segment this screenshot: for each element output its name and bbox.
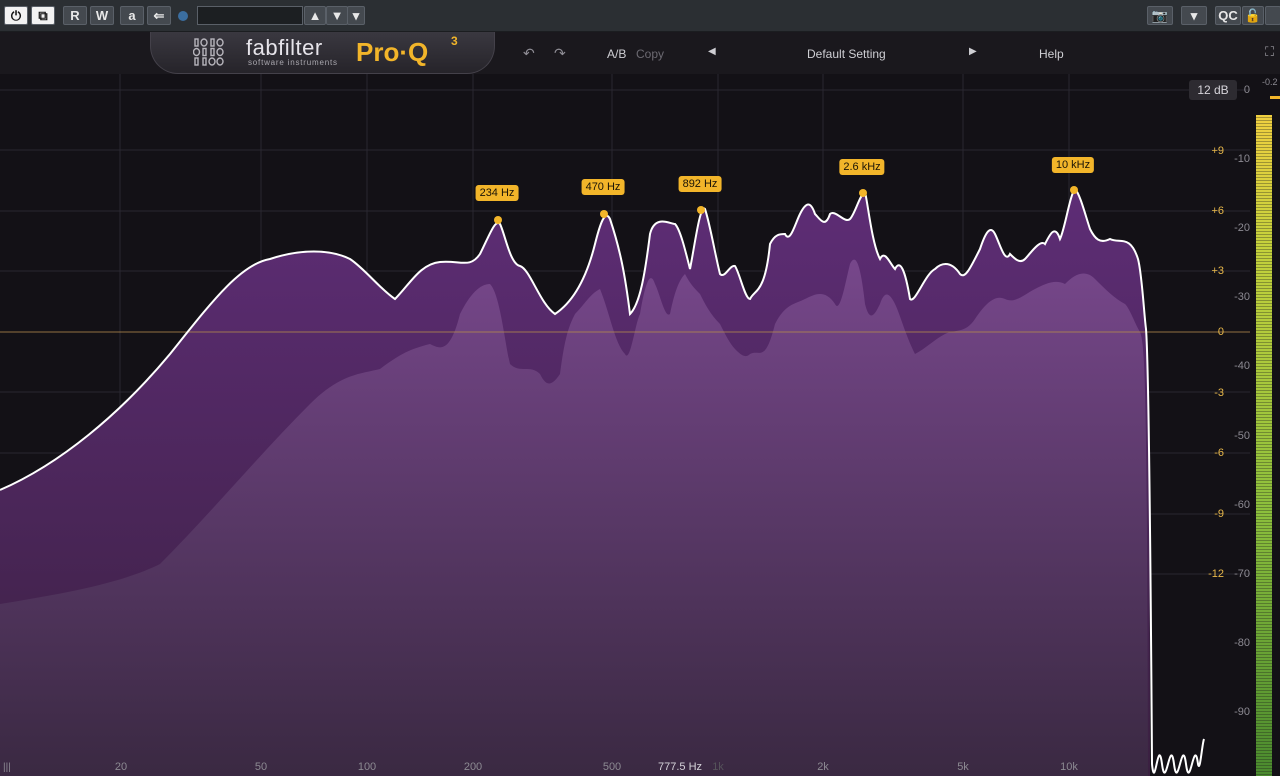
db-scale-label: 0 (1243, 84, 1250, 96)
preset-down-icon[interactable]: ▼ (326, 6, 348, 25)
brand-name: fabfilter (246, 35, 323, 60)
eq-nodes[interactable] (494, 186, 1078, 224)
meter-peak-marker (1270, 96, 1280, 99)
gain-scale-label: -3 (1214, 387, 1224, 399)
host-menu-button[interactable]: ▾ (1181, 6, 1207, 25)
spectrum-analyzer-fill (0, 259, 1148, 776)
fullscreen-icon[interactable]: ⛶ (1265, 44, 1275, 59)
qc-button[interactable]: QC (1215, 6, 1241, 25)
db-scale-label: -80 (1234, 637, 1250, 649)
ab-button[interactable]: A/B (607, 47, 627, 61)
eq-node-3[interactable] (697, 206, 705, 214)
power-button[interactable]: ⏻ (4, 6, 28, 25)
db-scale-label: -90 (1234, 706, 1250, 718)
display-range-button[interactable]: 12 dB (1189, 80, 1237, 100)
status-led-icon (178, 11, 188, 21)
back-arrow-icon[interactable]: ⇐ (147, 6, 171, 25)
lock-icon[interactable]: 🔓 (1242, 6, 1264, 25)
auto-button[interactable]: a (120, 6, 144, 25)
preset-up-icon[interactable]: ▲ (304, 6, 326, 25)
camera-icon[interactable]: 📷 (1147, 6, 1173, 25)
db-scale-label: -10 (1234, 153, 1250, 165)
freq-label: 500 (602, 761, 622, 773)
db-scale-label: -50 (1234, 430, 1250, 442)
freq-label: 5k (957, 761, 969, 773)
output-level-meter (1256, 115, 1272, 776)
eq-node-2[interactable] (600, 210, 608, 218)
node-tag-2[interactable]: 470 Hz (581, 179, 625, 195)
gain-scale-label: 0 (1217, 326, 1224, 338)
eq-node-4[interactable] (859, 189, 867, 197)
product-version: 3 (451, 34, 458, 48)
redo-icon[interactable]: ↷ (554, 45, 566, 61)
gain-scale-label: -6 (1214, 447, 1224, 459)
bypass-button[interactable]: ⧉ (31, 6, 55, 25)
cursor-frequency-readout: 777.5 Hz (657, 761, 703, 773)
read-automation-button[interactable]: R (63, 6, 87, 25)
freq-label: 200 (463, 761, 483, 773)
db-scale-label: -20 (1234, 222, 1250, 234)
db-scale-label: -70 (1234, 568, 1250, 580)
brand-subtitle: software instruments (248, 58, 338, 67)
freq-label: 20 (114, 761, 128, 773)
host-toolbar: ⏻ ⧉ R W a ⇐ ▲ ▼ ▾ 📷 ▾ QC 🔓 (0, 0, 1280, 32)
gain-scale-label: -9 (1214, 508, 1224, 520)
eq-display[interactable] (0, 74, 1280, 776)
db-scale-label: -30 (1234, 291, 1250, 303)
gain-scale-label: +9 (1211, 145, 1224, 157)
gain-scale-label: +6 (1211, 205, 1224, 217)
freq-label: 10k (1060, 761, 1078, 773)
node-tag-5[interactable]: 10 kHz (1051, 157, 1095, 173)
meter-peak-readout: -0.2 (1262, 77, 1278, 87)
freq-label: 100 (357, 761, 377, 773)
analyzer-icon[interactable]: ||| (3, 762, 11, 773)
preset-name[interactable]: Default Setting (807, 47, 886, 61)
copy-button[interactable]: Copy (636, 47, 665, 61)
freq-label: 50 (254, 761, 268, 773)
freq-label: 1k (712, 761, 724, 773)
fabfilter-logo-icon (193, 38, 224, 66)
write-automation-button[interactable]: W (90, 6, 114, 25)
host-extra-button[interactable] (1265, 6, 1280, 25)
eq-node-1[interactable] (494, 216, 502, 224)
freq-label: 2k (817, 761, 829, 773)
undo-icon[interactable]: ↶ (523, 45, 535, 61)
prev-preset-icon[interactable]: ◀ (708, 46, 716, 57)
host-preset-field[interactable] (197, 6, 303, 25)
gain-scale-label: +3 (1211, 265, 1224, 277)
next-preset-icon[interactable]: ▶ (969, 46, 977, 57)
help-button[interactable]: Help (1039, 47, 1064, 61)
db-scale-label: -40 (1234, 360, 1250, 372)
db-scale-label: -60 (1234, 499, 1250, 511)
gain-scale-label: -12 (1208, 568, 1224, 580)
product-name: Pro·Q (356, 37, 429, 67)
eq-curve[interactable] (0, 187, 1205, 774)
node-tag-3[interactable]: 892 Hz (678, 176, 722, 192)
logo-tab: fabfilter software instruments Pro·Q 3 (150, 32, 495, 74)
eq-node-5[interactable] (1070, 186, 1078, 194)
preset-menu-button[interactable]: ▾ (347, 6, 365, 25)
node-tag-1[interactable]: 234 Hz (475, 185, 519, 201)
node-tag-4[interactable]: 2.6 kHz (839, 159, 885, 175)
